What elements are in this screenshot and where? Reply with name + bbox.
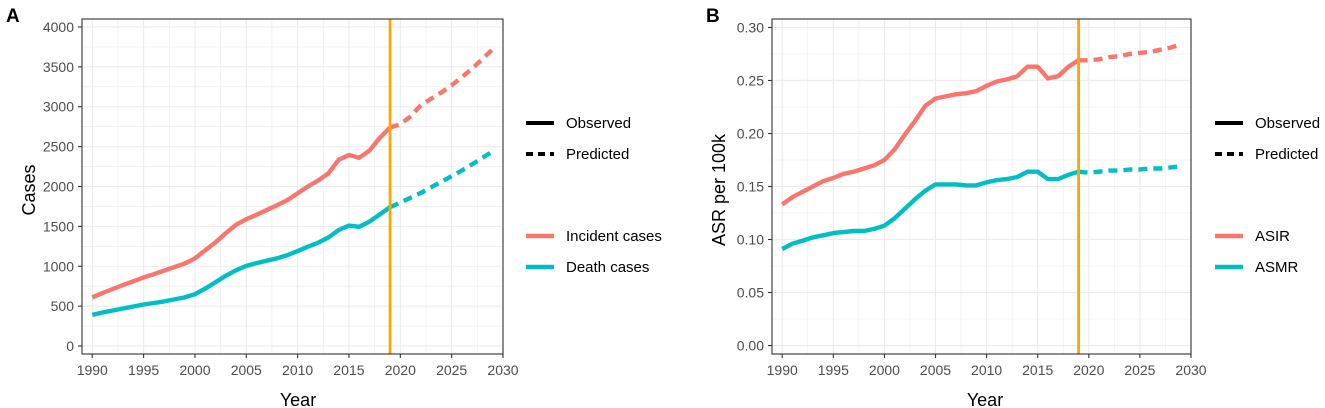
- panel-a-x-axis-title: Year: [280, 390, 316, 408]
- legend-death-cases-label: Death cases: [566, 259, 649, 276]
- x-tick-label: 2000: [179, 362, 210, 378]
- panel-b-plot-area: [780, 19, 1182, 354]
- y-tick-label: 0.20: [737, 125, 764, 141]
- x-tick-label: 2015: [1022, 362, 1053, 378]
- x-tick-label: 2005: [231, 362, 262, 378]
- x-tick-label: 2010: [282, 362, 313, 378]
- x-tick-label: 1990: [767, 362, 798, 378]
- x-tick-label: 2030: [1175, 362, 1206, 378]
- legend-observed-label: Observed: [1255, 115, 1320, 132]
- y-tick-label: 1500: [43, 218, 74, 234]
- y-tick-label: 0: [66, 338, 74, 354]
- panel-a-axes: 0 500 1000 1500 2000 2500 3000 3500 4000 1990 1995…: [43, 18, 519, 378]
- x-tick-label: 1990: [77, 362, 108, 378]
- y-tick-label: 500: [51, 298, 75, 314]
- y-tick-label: 0.15: [737, 179, 764, 195]
- legend-observed-label: Observed: [566, 115, 631, 132]
- x-tick-label: 2030: [487, 362, 518, 378]
- asir-observed-line: [780, 58, 1080, 207]
- panel-b-grid: [772, 19, 1192, 354]
- y-tick-label: 3500: [43, 59, 74, 75]
- y-tick-label: 0.30: [737, 19, 764, 35]
- y-tick-label: 2500: [43, 139, 74, 155]
- incident-cases-predicted-line: [389, 47, 495, 130]
- y-tick-label: 0.25: [737, 72, 764, 88]
- x-tick-label: 2025: [1124, 362, 1155, 378]
- panel-b-letter: B: [706, 6, 720, 27]
- x-tick-label: 2020: [1073, 362, 1104, 378]
- panel-b-legend: Observed Predicted ASIR ASMR: [1215, 115, 1320, 276]
- legend-incident-cases-label: Incident cases: [566, 228, 662, 245]
- panel-b: B Year ASR per 100k 0.00 0.05 0.10 0.15 0.20…: [706, 6, 1320, 408]
- legend-asmr-label: ASMR: [1255, 259, 1299, 276]
- asmr-observed-line: [781, 169, 1080, 251]
- legend-asir-label: ASIR: [1255, 228, 1290, 245]
- panel-b-x-axis-title: Year: [967, 390, 1003, 408]
- y-tick-label: 0.00: [737, 338, 764, 354]
- panel-a-letter: A: [6, 6, 20, 27]
- death-cases-predicted-line: [389, 149, 494, 210]
- panel-a: A Year Cases 0 500 1000 1500 2000 2500 3000 350…: [6, 6, 662, 408]
- y-tick-label: 0.05: [737, 285, 764, 301]
- y-tick-label: 3000: [43, 99, 74, 115]
- x-tick-label: 2025: [436, 362, 467, 378]
- x-tick-label: 2005: [920, 362, 951, 378]
- panel-b-y-axis-title: ASR per 100k: [709, 133, 729, 246]
- legend-predicted-label: Predicted: [1255, 146, 1318, 163]
- asmr-predicted-line: [1078, 164, 1182, 175]
- x-tick-label: 2000: [869, 362, 900, 378]
- x-tick-label: 2015: [333, 362, 364, 378]
- y-tick-label: 1000: [43, 258, 74, 274]
- panel-a-y-axis-title: Cases: [19, 164, 39, 215]
- panel-a-plot-area: [91, 19, 495, 354]
- asir-predicted-line: [1078, 42, 1182, 63]
- death-cases-observed-line: [91, 205, 392, 318]
- x-tick-label: 2020: [385, 362, 416, 378]
- x-tick-label: 1995: [128, 362, 159, 378]
- incident-cases-observed-line: [91, 125, 392, 300]
- x-tick-label: 1995: [818, 362, 849, 378]
- y-tick-label: 2000: [43, 179, 74, 195]
- panel-a-legend: Observed Predicted Incident cases Death …: [526, 115, 662, 276]
- x-tick-label: 2010: [971, 362, 1002, 378]
- panel-b-axes: 0.00 0.05 0.10 0.15 0.20 0.25 0.30 1990 1995 2000…: [737, 18, 1207, 378]
- legend-predicted-label: Predicted: [566, 146, 629, 163]
- y-tick-label: 0.10: [737, 232, 764, 248]
- y-tick-label: 4000: [43, 19, 74, 35]
